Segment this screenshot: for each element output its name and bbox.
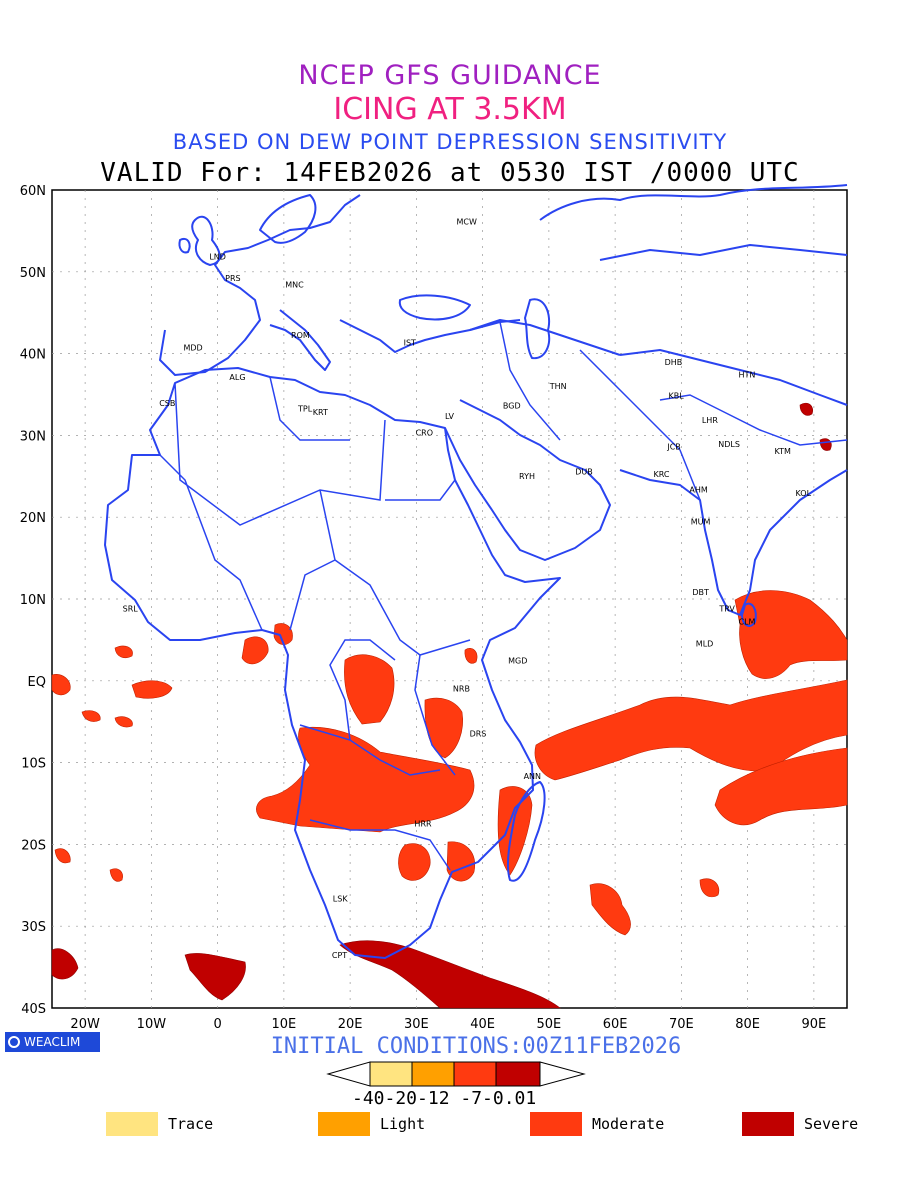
- logo-ring-icon: [8, 1036, 20, 1048]
- station-label-lhr: LHR: [702, 416, 718, 425]
- station-label-dbt: DBT: [692, 588, 709, 597]
- legend-swatch-light: [318, 1112, 370, 1136]
- longitude-labels: 20W 10W 0 10E 20E 30E 40E 50E 60E 70E 80E 90E: [70, 1017, 826, 1032]
- country-borders: [159, 321, 848, 871]
- station-label-kol: KOL: [795, 489, 811, 498]
- station-label-drs: DRS: [470, 729, 487, 738]
- longitude-label: 20W: [70, 1017, 100, 1032]
- station-label-cro: CRO: [416, 428, 433, 437]
- station-label-srl: SRL: [123, 604, 139, 613]
- weaclim-logo: WEACLIM: [5, 1032, 100, 1052]
- station-label-krt: KRT: [313, 408, 328, 417]
- latitude-labels: 60N 50N 40N 30N 20N 10N EQ 10S 20S 30S 40S: [20, 184, 46, 1017]
- station-label-clm: CLM: [738, 617, 755, 626]
- legend-swatch-severe: [742, 1112, 794, 1136]
- brand-label: WEACLIM: [24, 1035, 81, 1049]
- legend-item-moderate: Moderate: [530, 1112, 664, 1136]
- station-label-mgd: MGD: [508, 657, 527, 666]
- station-label-krc: KRC: [654, 470, 670, 479]
- longitude-label: 80E: [735, 1017, 760, 1032]
- valid-time: VALID For: 14FEB2026 at 0530 IST /0000 U…: [100, 158, 800, 188]
- latitude-label: 10S: [21, 757, 46, 772]
- icing-severe-areas: [51, 402, 832, 1009]
- colorbar-tick-labels: -40-20-12 -7-0.01: [352, 1088, 537, 1109]
- title-line-1: NCEP GFS GUIDANCE: [298, 60, 602, 91]
- station-label-trv: TRV: [718, 604, 735, 613]
- initial-conditions: INITIAL CONDITIONS:00Z11FEB2026: [270, 1034, 682, 1059]
- legend-label-severe: Severe: [804, 1115, 859, 1133]
- station-label-mnc: MNC: [285, 280, 304, 289]
- latitude-label: 30N: [20, 429, 46, 444]
- latitude-label: 30S: [21, 920, 46, 935]
- longitude-label: 10E: [271, 1017, 296, 1032]
- longitude-label: 40E: [470, 1017, 495, 1032]
- station-label-hrr: HRR: [414, 819, 432, 828]
- legend-item-severe: Severe: [742, 1112, 858, 1136]
- station-label-lnd: LND: [209, 253, 226, 262]
- legend-swatch-moderate: [530, 1112, 582, 1136]
- latitude-label: 60N: [20, 184, 46, 199]
- station-label-ryh: RYH: [519, 472, 535, 481]
- legend-swatch-trace: [106, 1112, 158, 1136]
- station-label-ndls: NDLS: [718, 440, 740, 449]
- map-frame: [51, 189, 848, 1009]
- latitude-label: 40S: [21, 1002, 46, 1017]
- legend-label-trace: Trace: [168, 1115, 214, 1133]
- legend-label-moderate: Moderate: [592, 1115, 665, 1133]
- longitude-label: 0: [213, 1017, 221, 1032]
- latitude-label: 50N: [20, 266, 46, 281]
- station-label-lsk: LSK: [333, 895, 349, 904]
- station-labels: MCW LND PRS MNC ROM MDD IST ALG CSB TPL KRT CRO LV BG…: [123, 217, 812, 960]
- legend-label-light: Light: [380, 1115, 426, 1133]
- legend-item-trace: Trace: [106, 1112, 213, 1136]
- station-label-htn: HTN: [739, 370, 756, 379]
- station-label-cpt: CPT: [332, 951, 347, 960]
- latitude-label: 40N: [20, 348, 46, 363]
- station-label-alg: ALG: [229, 373, 245, 382]
- station-label-dub: DUB: [575, 468, 593, 477]
- legend-item-light: Light: [318, 1112, 425, 1136]
- latitude-label: 20S: [21, 838, 46, 853]
- station-label-jcb: JCB: [666, 442, 680, 451]
- longitude-label: 50E: [536, 1017, 561, 1032]
- longitude-label: 30E: [404, 1017, 429, 1032]
- station-label-lv: LV: [445, 412, 455, 421]
- station-label-prs: PRS: [225, 274, 240, 283]
- station-label-kbl: KBL: [668, 392, 684, 401]
- station-label-thn: THN: [549, 382, 567, 391]
- latitude-label: EQ: [28, 675, 46, 690]
- longitude-label: 20E: [338, 1017, 363, 1032]
- coastlines: [104, 184, 848, 959]
- station-label-mdd: MDD: [183, 343, 202, 352]
- station-label-ann: ANN: [524, 772, 541, 781]
- station-label-ktm: KTM: [775, 447, 792, 456]
- station-label-ist: IST: [404, 338, 416, 347]
- longitude-label: 10W: [137, 1017, 167, 1032]
- station-label-dhb: DHB: [665, 358, 683, 367]
- title-line-2: ICING AT 3.5KM: [333, 92, 567, 127]
- station-label-mld: MLD: [696, 639, 714, 648]
- station-label-mum: MUM: [691, 518, 711, 527]
- station-label-bgd: BGD: [503, 401, 521, 410]
- colorbar: [326, 1061, 586, 1087]
- station-label-nrb: NRB: [453, 684, 470, 693]
- station-label-mcw: MCW: [457, 217, 477, 226]
- icing-moderate-areas: [51, 590, 848, 936]
- longitude-label: 70E: [669, 1017, 694, 1032]
- title-line-3: BASED ON DEW POINT DEPRESSION SENSITIVIT…: [172, 130, 728, 154]
- latitude-label: 20N: [20, 511, 46, 526]
- longitude-label: 60E: [603, 1017, 628, 1032]
- station-label-csb: CSB: [159, 399, 175, 408]
- latitude-label: 10N: [20, 593, 46, 608]
- longitude-label: 90E: [801, 1017, 826, 1032]
- station-label-rom: ROM: [291, 331, 310, 340]
- station-label-tpl: TPL: [297, 405, 313, 414]
- station-label-ahm: AHM: [689, 486, 707, 495]
